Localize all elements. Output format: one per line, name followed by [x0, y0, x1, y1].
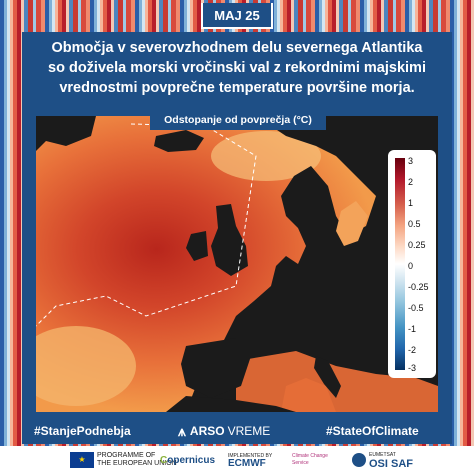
osisaf-text: OSI SAF: [369, 458, 414, 470]
eu-flag-icon: ★: [70, 452, 94, 468]
baltic-sea: [336, 201, 368, 246]
warm-patch-southwest: [36, 326, 136, 406]
colorbar-tick: 0.5: [408, 219, 421, 229]
arso-logo-icon: ⩚: [178, 422, 186, 439]
hashtag-state-of-climate[interactable]: #StateOfClimate: [326, 424, 419, 438]
colorbar-tick: -2: [408, 345, 417, 355]
headline-line-2: so doživela morski vročinski val z rekor…: [48, 60, 426, 76]
copernicus-icon: C: [160, 454, 168, 466]
colorbar-tick: 0: [408, 261, 414, 271]
map-svg: [36, 116, 438, 412]
colorbar-tick: 1: [408, 198, 414, 208]
c3s-logo: Climate Change Service: [292, 450, 342, 470]
colorbar: 3 2 1 0.5 0.25 0 -0.25 -0.5 -1 -2 -3: [388, 150, 436, 378]
brand-vreme: VREME: [227, 424, 271, 438]
headline: Območja v severovzhodnem delu severnega …: [28, 38, 446, 98]
ecmwf-prefix: IMPLEMENTED BY: [228, 452, 273, 459]
great-britain-landmass: [211, 204, 248, 276]
europe-landmass: [186, 116, 438, 412]
eumetsat-text: EUMETSAT: [369, 452, 396, 458]
north-africa-landmass: [166, 396, 296, 412]
headline-line-1: Območja v severovzhodnem delu severnega …: [51, 40, 423, 56]
date-badge: MAJ 25: [201, 3, 273, 29]
colorbar-tick: -1: [408, 324, 417, 334]
colorbar-tick: -3: [408, 363, 417, 373]
greenland-landmass: [36, 116, 96, 151]
colorbar-tick: 2: [408, 177, 414, 187]
colorbar-tick: -0.5: [408, 303, 424, 313]
colorbar-tick: -0.25: [408, 282, 429, 292]
colorbar-tick: 0.25: [408, 240, 426, 250]
ecmwf-logo: IMPLEMENTED BY ECMWF: [228, 450, 272, 470]
arso-vreme-brand: ⩚ ARSO VREME: [178, 418, 270, 444]
iceland-landmass: [154, 130, 204, 152]
osisaf-icon: [352, 453, 366, 467]
italy-landmass: [314, 356, 341, 398]
map-label: Odstopanje od povprečja (°C): [150, 110, 326, 130]
copernicus-text: opernicus: [167, 454, 216, 466]
eu-logo: ★ PROGRAMME OF THE EUROPEAN UNION: [70, 450, 177, 470]
colorbar-gradient: [395, 158, 405, 370]
warm-patch-north: [211, 131, 321, 181]
osisaf-logo: EUMETSAT OSI SAF: [352, 450, 413, 470]
iberia-landmass: [181, 338, 251, 398]
colorbar-tick: 3: [408, 156, 414, 166]
ecmwf-text: ECMWF: [228, 457, 266, 469]
headline-line-3: vrednostmi povprečne temperature površin…: [59, 80, 415, 96]
c3s-text: Climate Change Service: [292, 453, 328, 466]
marine-heatwave-region-outline: [36, 123, 257, 327]
eu-text-line1: PROGRAMME OF: [97, 452, 156, 459]
brand-arso: ARSO: [189, 424, 225, 438]
eu-text-line2: THE EUROPEAN UNION: [97, 460, 177, 467]
sst-anomaly-map: [36, 116, 438, 412]
footer-bar: #StanjePodnebja ⩚ ARSO VREME #StateOfCli…: [22, 418, 452, 444]
hashtag-stanje-podnebja[interactable]: #StanjePodnebja: [34, 424, 131, 438]
ireland-landmass: [186, 231, 208, 261]
